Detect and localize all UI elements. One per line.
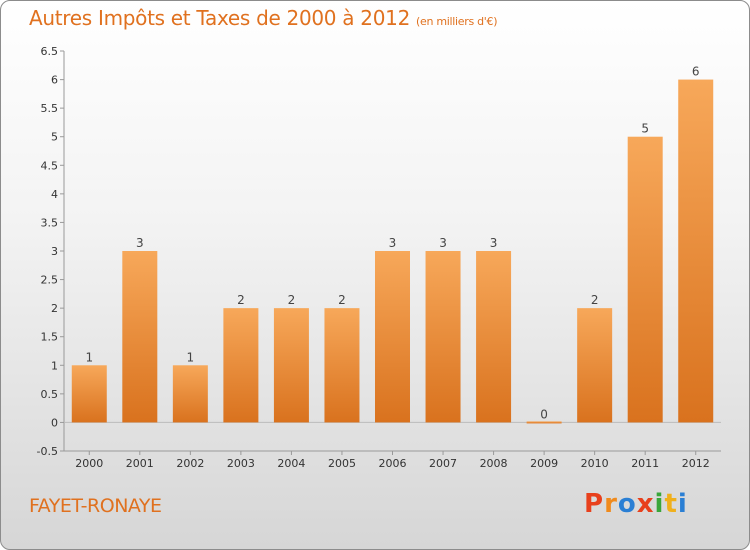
bar-2000	[71, 365, 107, 423]
data-label-2000: 1	[85, 350, 93, 364]
logo-letter: o	[617, 489, 637, 519]
x-tick-label-2011: 2011	[631, 457, 659, 470]
bar-2010	[577, 308, 613, 423]
y-tick-label: 6.5	[41, 45, 59, 58]
y-tick-label: 3.5	[41, 216, 59, 229]
bar-2005	[324, 308, 360, 423]
proxiti-logo: Proxiti	[584, 489, 688, 519]
logo-letter: x	[636, 489, 655, 519]
y-tick-label: -0.5	[37, 445, 58, 458]
y-tick-label: 1	[51, 359, 58, 372]
y-tick-label: 5.5	[41, 102, 59, 115]
data-label-2009: 0	[540, 407, 548, 421]
bar-2011	[627, 136, 663, 423]
data-label-2006: 3	[389, 236, 397, 250]
x-tick-label-2008: 2008	[480, 457, 508, 470]
logo-letter: i	[677, 489, 688, 519]
x-tick-label-2009: 2009	[530, 457, 558, 470]
data-label-2002: 1	[187, 350, 195, 364]
chart-labels: 1 3 1 2 2 2 3 3 3 0 2 5 6	[85, 65, 699, 422]
y-tick-label: 0.5	[41, 388, 59, 401]
y-tick-label: 0	[51, 416, 58, 429]
data-label-2010: 2	[591, 293, 599, 307]
x-tick-label-2005: 2005	[328, 457, 356, 470]
logo-letter: P	[584, 489, 605, 519]
x-tick-label-2003: 2003	[227, 457, 255, 470]
y-tick-label: 2.5	[41, 274, 59, 287]
x-tick-label-2010: 2010	[581, 457, 609, 470]
x-tick-label-2006: 2006	[379, 457, 407, 470]
bar-2004	[273, 308, 309, 423]
y-tick-label: 6	[51, 74, 58, 87]
x-tick-label-2004: 2004	[277, 457, 305, 470]
x-tick-label-2007: 2007	[429, 457, 457, 470]
logo-letter: t	[664, 489, 678, 519]
city-name: FAYET-RONAYE	[29, 495, 162, 517]
data-label-2001: 3	[136, 236, 144, 250]
bar-2012	[678, 79, 714, 423]
bar-2002	[172, 365, 208, 423]
data-label-2011: 5	[641, 122, 649, 136]
data-label-2003: 2	[237, 293, 245, 307]
data-label-2007: 3	[439, 236, 447, 250]
x-tick-label-2001: 2001	[126, 457, 154, 470]
chart-subtitle: (en milliers d'€)	[416, 15, 498, 28]
y-tick-label: 2	[51, 302, 58, 315]
data-label-2008: 3	[490, 236, 498, 250]
bar-2001	[122, 251, 158, 423]
data-label-2004: 2	[288, 293, 296, 307]
bar-2006	[375, 251, 410, 423]
x-tick-label-2002: 2002	[176, 457, 204, 470]
data-label-2012: 6	[692, 65, 700, 79]
y-tick-label: 1.5	[41, 331, 59, 344]
bar-2009	[526, 421, 562, 424]
title-text: Autres Impôts et Taxes de 2000 à 2012	[29, 6, 410, 30]
bar-2003	[223, 308, 259, 423]
chart-axes: -0.5 0 0.5 1 1.5 2 2.5 3 3.5 4 4.5 5 5.5 6 6.5 2000 2001…	[37, 45, 721, 470]
bar-2008	[476, 251, 512, 423]
y-tick-label: 3	[51, 245, 58, 258]
data-label-2005: 2	[338, 293, 346, 307]
x-tick-label-2012: 2012	[682, 457, 710, 470]
y-tick-label: 5	[51, 131, 58, 144]
y-tick-label: 4	[51, 188, 58, 201]
logo-letter: i	[654, 489, 665, 519]
y-tick-label: 4.5	[41, 159, 59, 172]
bar-2007	[425, 251, 461, 423]
chart-title: Autres Impôts et Taxes de 2000 à 2012 (en…	[29, 6, 497, 30]
logo-letter: r	[604, 489, 618, 519]
chart-bars	[71, 79, 714, 424]
x-tick-label-2000: 2000	[75, 457, 103, 470]
